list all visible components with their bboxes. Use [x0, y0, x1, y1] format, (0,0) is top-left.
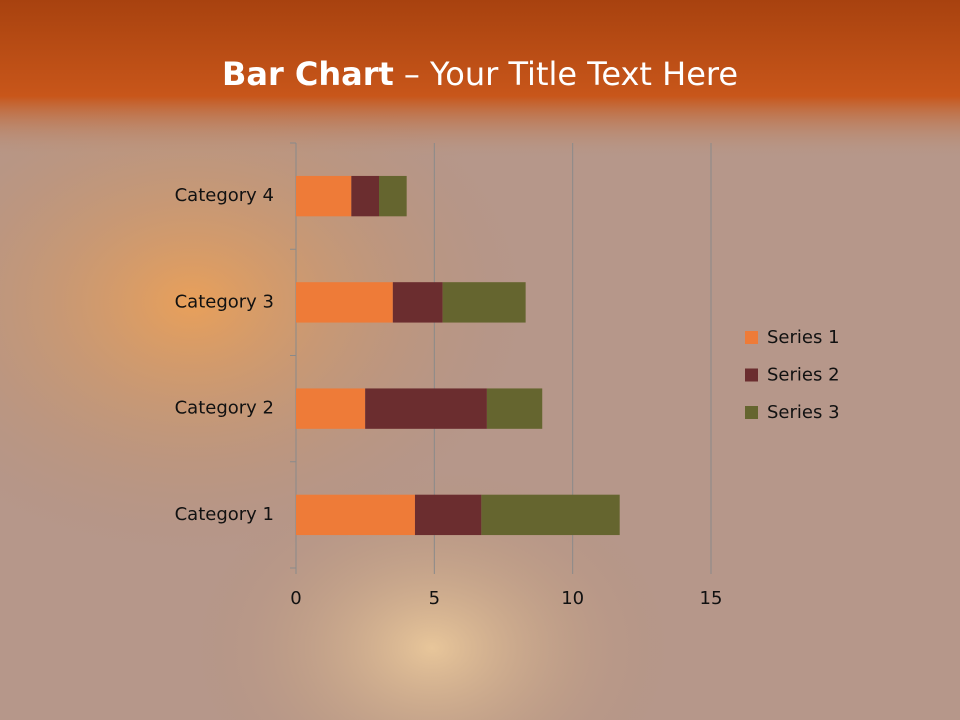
y-tick-label: Category 2 — [175, 398, 274, 419]
legend-swatch — [745, 406, 758, 419]
bar-segment — [481, 494, 620, 536]
bar-segment — [379, 175, 407, 217]
bar-segment — [296, 388, 366, 429]
chart-title: Bar Chart – Your Title Text Here — [222, 55, 738, 93]
x-tick-label: 5 — [429, 588, 440, 609]
bar-segment — [351, 175, 379, 217]
header-band — [0, 0, 960, 160]
bar-segment — [392, 282, 443, 323]
bar-segment — [486, 388, 543, 429]
title-rest: – Your Title Text Here — [404, 55, 738, 93]
title-bold: Bar Chart — [222, 55, 394, 93]
legend-swatch — [745, 331, 758, 344]
bar-segment — [296, 494, 415, 536]
bar-segment — [442, 282, 526, 323]
x-tick-label: 10 — [561, 588, 584, 609]
bar-segment — [296, 175, 352, 217]
legend-label: Series 3 — [767, 402, 840, 423]
bar-segment — [296, 282, 393, 323]
bar-segment — [365, 388, 487, 429]
x-tick-label: 15 — [700, 588, 723, 609]
y-tick-label: Category 1 — [175, 504, 274, 525]
legend-swatch — [745, 368, 758, 382]
x-tick-label: 0 — [290, 588, 301, 609]
legend-label: Series 1 — [767, 327, 840, 348]
y-tick-label: Category 4 — [175, 185, 274, 206]
legend-label: Series 2 — [767, 365, 840, 386]
y-tick-label: Category 3 — [175, 291, 274, 312]
bar-segment — [414, 494, 482, 536]
